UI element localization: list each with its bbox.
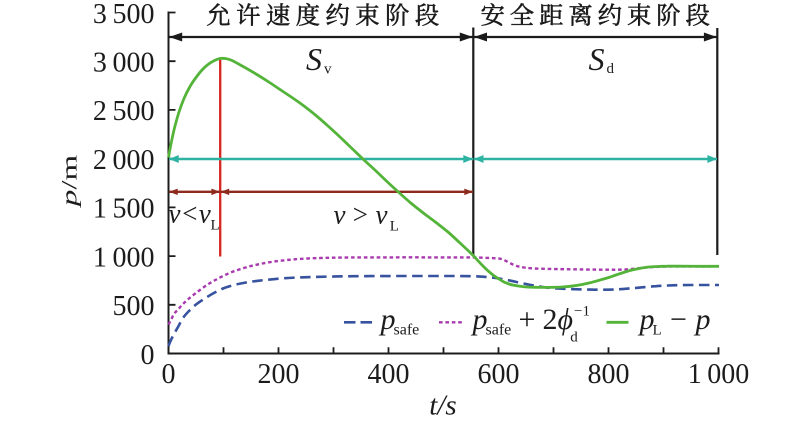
- svg-text:S: S: [306, 41, 322, 77]
- svg-text:v: v: [376, 200, 388, 230]
- svg-text:400: 400: [368, 359, 410, 390]
- svg-text:−1: −1: [574, 304, 590, 320]
- svg-text:500: 500: [113, 291, 155, 322]
- svg-text:3 000: 3 000: [93, 48, 155, 79]
- svg-text:0: 0: [141, 340, 155, 371]
- svg-text:safe: safe: [486, 322, 512, 339]
- svg-text:3 500: 3 500: [93, 0, 155, 30]
- svg-text:2: 2: [543, 303, 558, 336]
- svg-text:p: p: [694, 303, 711, 336]
- svg-text:600: 600: [478, 359, 520, 390]
- svg-text:>: >: [351, 200, 369, 230]
- svg-text:2 000: 2 000: [93, 145, 155, 176]
- svg-text:1 000: 1 000: [93, 242, 155, 273]
- svg-text:L: L: [390, 219, 399, 235]
- svg-text:p/m: p/m: [57, 155, 82, 209]
- svg-text:L: L: [653, 323, 662, 339]
- svg-text:1 500: 1 500: [93, 194, 155, 225]
- svg-text:+: +: [519, 303, 536, 336]
- svg-text:S: S: [589, 41, 605, 77]
- svg-text:t/s: t/s: [429, 390, 456, 422]
- svg-text:0: 0: [162, 359, 176, 390]
- svg-text:2 500: 2 500: [93, 96, 155, 127]
- svg-text:ϕ: ϕ: [558, 303, 574, 336]
- svg-text:L: L: [211, 218, 220, 234]
- svg-text:v<v: v<v: [169, 199, 211, 229]
- svg-text:v: v: [334, 200, 346, 230]
- svg-text:d: d: [607, 61, 615, 77]
- svg-text:d: d: [570, 330, 578, 346]
- svg-text:−: −: [670, 303, 687, 336]
- svg-text:v: v: [324, 62, 332, 78]
- svg-text:safe: safe: [394, 322, 420, 339]
- svg-text:p: p: [471, 303, 488, 336]
- svg-text:200: 200: [258, 359, 300, 390]
- svg-text:1 000: 1 000: [688, 359, 750, 390]
- svg-text:800: 800: [588, 359, 630, 390]
- svg-text:p: p: [379, 303, 396, 336]
- svg-text:p: p: [638, 303, 655, 336]
